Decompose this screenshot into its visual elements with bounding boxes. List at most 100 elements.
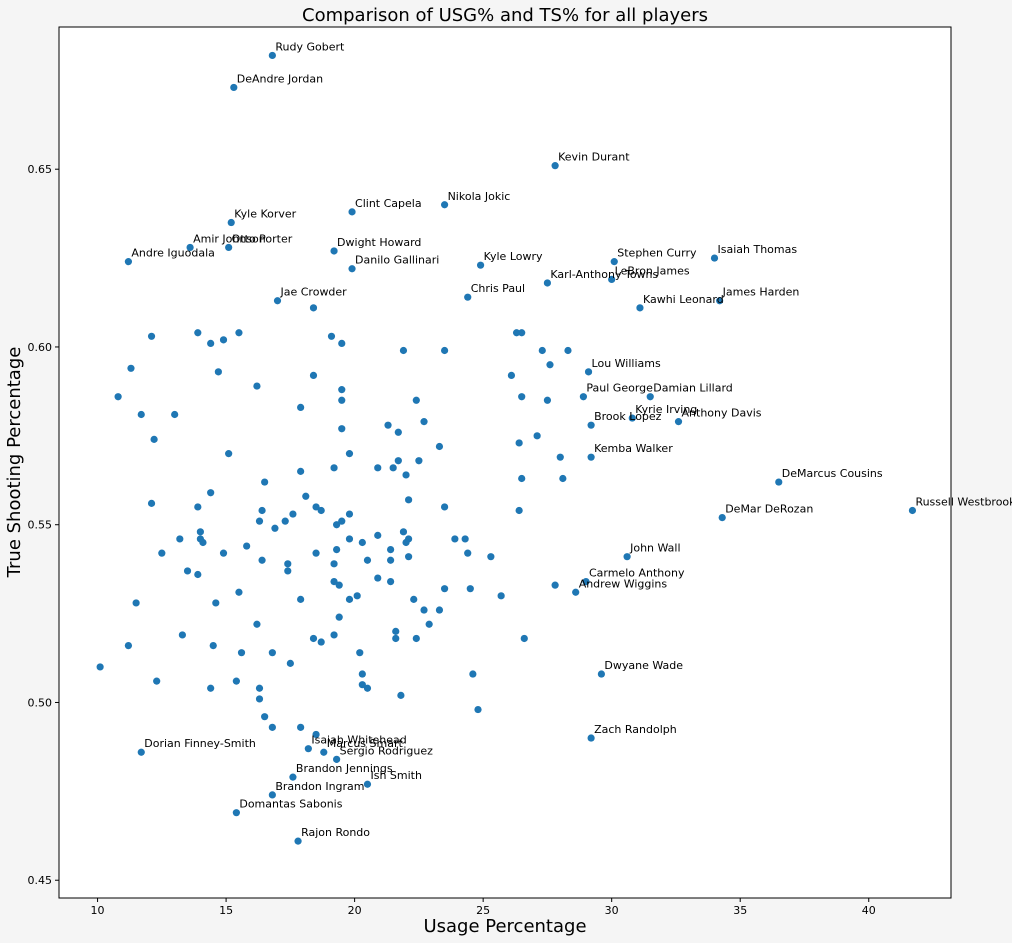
scatter-point [309,634,318,643]
scatter-point [710,254,719,262]
y-tick-label: 0.60 [28,341,53,354]
scatter-point [476,261,485,269]
scatter-point [518,329,526,337]
scatter-point [268,723,276,731]
scatter-point [399,346,408,355]
scatter-point [284,560,292,568]
scatter-point [440,503,449,511]
player-label: DeAndre Jordan [237,72,323,85]
scatter-point [345,535,354,543]
scatter-point [171,410,179,419]
scatter-point [564,346,572,355]
y-tick-label: 0.45 [28,874,53,887]
scatter-point [348,265,356,273]
scatter-point [718,514,726,522]
scatter-point [158,549,166,557]
scatter-point [412,396,420,404]
player-label: Stephen Curry [617,247,697,260]
scatter-point [261,713,269,721]
scatter-point [207,684,215,692]
player-label: Domantas Sabonis [239,798,342,811]
scatter-point [255,695,264,703]
scatter-point [333,546,341,554]
player-label: Anthony Davis [682,407,762,420]
scatter-point [392,627,400,635]
player-label: Rajon Rondo [301,826,370,839]
scatter-point [551,162,559,170]
scatter-point [338,386,346,394]
scatter-point [147,332,156,340]
scatter-point [345,450,354,458]
scatter-point [440,585,449,593]
scatter-point [716,297,724,305]
scatter-point [268,51,276,60]
player-label: Andre Iguodala [131,247,214,260]
scatter-point [333,521,341,529]
player-label: Kevin Durant [558,151,630,164]
scatter-point [628,414,636,422]
scatter-point [387,556,395,564]
scatter-point [451,535,459,543]
scatter-point [363,556,372,564]
scatter-point [289,510,297,518]
scatter-point [610,258,618,266]
scatter-point [384,421,392,429]
scatter-point [520,634,528,643]
scatter-point [587,421,595,429]
scatter-point [207,489,215,497]
scatter-point [312,549,320,557]
scatter-point [646,393,654,401]
scatter-point [317,506,325,515]
y-axis-ticks: 0.45 0.50 0.55 0.60 0.65 [28,163,59,887]
scatter-point [178,631,186,639]
player-label: Brandon Ingram [275,780,364,793]
scatter-point [219,336,228,344]
player-label: DeMar DeRozan [725,503,813,516]
scatter-point [405,553,413,561]
scatter-point [405,496,413,504]
scatter-point [345,595,354,603]
player-label: Russell Westbrook [915,495,1012,508]
player-label: Marcus Smart [327,737,404,750]
player-label: Andrew Wiggins [579,577,668,590]
scatter-point [374,574,382,582]
player-label: Kyrie Irving [635,403,697,416]
player-label: Jae Crowder [280,286,348,299]
player-label: Sergio Rodriguez [340,744,434,757]
scatter-point [435,442,444,451]
player-label: Dwight Howard [337,236,421,249]
scatter-point [327,332,336,340]
scatter-point [317,638,325,646]
player-label: Amir Johnson [193,232,266,245]
scatter-point [543,396,552,404]
scatter-point [348,208,356,216]
scatter-point [518,393,526,401]
scatter-point [358,670,366,678]
scatter-point [261,478,269,486]
player-label: Paul George [586,382,653,395]
scatter-point [253,620,261,628]
chart-title: Comparison of USG% and TS% for all playe… [302,5,708,26]
scatter-point [150,435,158,443]
scatter-point [435,606,444,614]
scatter-point [487,553,495,561]
scatter-point [410,595,418,603]
scatter-point [196,535,204,543]
player-label: Dorian Finney-Smith [144,737,256,750]
scatter-point [402,538,410,547]
scatter-point [186,243,194,252]
x-axis-ticks: 10 15 20 25 30 35 40 [91,898,876,917]
player-label: Karl-Anthony Towns [550,268,658,281]
scatter-point [474,705,482,714]
player-label: James Harden [722,286,800,299]
scatter-point [584,368,593,376]
scatter-point [464,549,472,557]
scatter-point [466,585,474,593]
player-label: Isaiah Whitehead [311,734,406,747]
data-points [96,51,917,845]
scatter-point [440,346,449,355]
x-tick-label: 20 [348,904,362,917]
scatter-point [137,410,145,419]
scatter-point [289,773,297,781]
scatter-point [194,570,202,579]
